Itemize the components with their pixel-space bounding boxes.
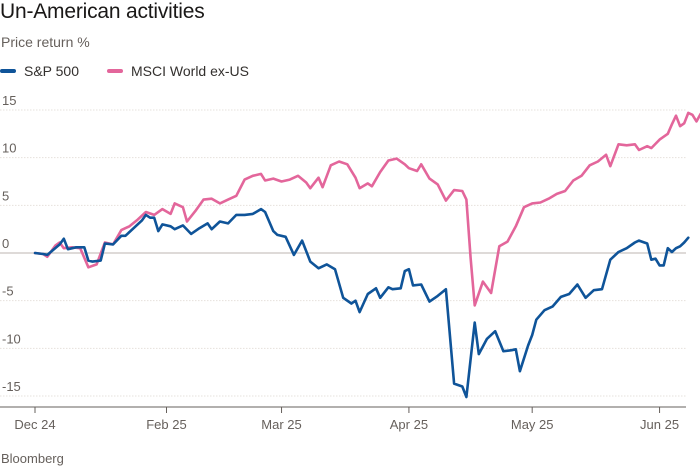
x-tick-label: Feb 25 <box>146 417 186 432</box>
y-tick-label: 10 <box>2 141 16 156</box>
y-tick-label: -5 <box>2 284 14 299</box>
x-tick-label: Dec 24 <box>14 417 55 432</box>
series-line-sp500 <box>33 207 690 399</box>
legend-swatch-sp500 <box>0 69 16 73</box>
legend-label-msci: MSCI World ex-US <box>131 63 249 79</box>
x-tick-label: Apr 25 <box>390 417 428 432</box>
legend-label-sp500: S&P 500 <box>24 63 80 79</box>
y-tick-label: -10 <box>2 331 21 346</box>
series-line-msci <box>33 111 700 307</box>
x-tick-label: May 25 <box>511 417 554 432</box>
legend-item-sp500: S&P 500 <box>0 63 79 79</box>
y-tick-label: 0 <box>2 236 9 251</box>
y-tick-label: 5 <box>2 188 9 203</box>
legend-item-msci: MSCI World ex-US <box>107 63 249 79</box>
chart-title: Un-American activities <box>0 0 205 23</box>
source-note: Bloomberg <box>1 451 64 466</box>
y-tick-label: 15 <box>2 93 16 108</box>
chart-subtitle: Price return % <box>1 34 90 50</box>
chart-legend: S&P 500 MSCI World ex-US <box>0 63 249 79</box>
y-tick-label: -15 <box>2 379 21 394</box>
x-tick-label: Jun 25 <box>640 417 679 432</box>
legend-swatch-msci <box>107 69 124 73</box>
x-tick-label: Mar 25 <box>261 417 301 432</box>
